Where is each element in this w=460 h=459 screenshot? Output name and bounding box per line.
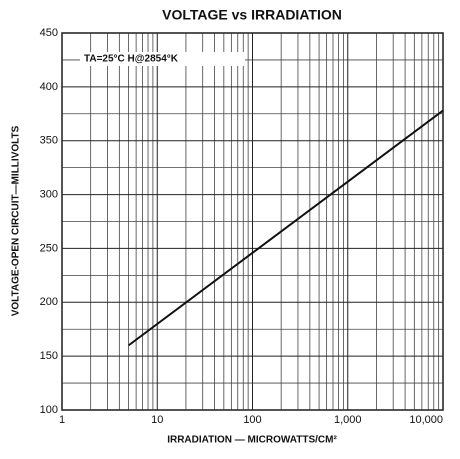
y-tick-label: 350 — [40, 135, 58, 147]
x-tick-label: 1,000 — [334, 414, 362, 426]
y-axis-label: VOLTAGE-OPEN CIRCUIT—MILLIVOLTS — [11, 125, 22, 316]
x-tick-label: 100 — [243, 414, 261, 426]
annotation-bg — [80, 52, 245, 66]
chart-title: VOLTAGE vs IRRADIATION — [162, 7, 342, 23]
y-tick-label: 100 — [40, 404, 58, 416]
y-tick-label: 150 — [40, 350, 58, 362]
annotation: TA=25°C H@2854°K — [84, 54, 179, 65]
y-tick-label: 300 — [40, 188, 58, 200]
y-tick-label: 250 — [40, 242, 58, 254]
x-axis-label: IRRADIATION — MICROWATTS/CM² — [167, 435, 337, 446]
x-tick-label: 10,000 — [409, 414, 443, 426]
y-tick-label: 450 — [40, 27, 58, 39]
x-tick-label: 10 — [151, 414, 163, 426]
y-tick-label: 400 — [40, 81, 58, 93]
y-tick-label: 200 — [40, 296, 58, 308]
x-tick-label: 1 — [59, 414, 65, 426]
data-line — [127, 109, 444, 347]
